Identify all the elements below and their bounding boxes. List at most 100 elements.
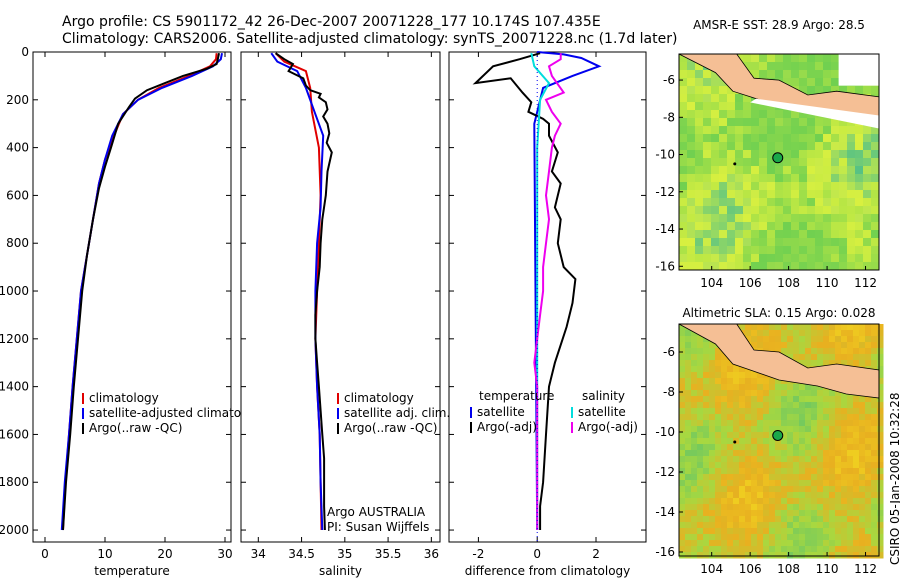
small-island	[733, 162, 737, 166]
map-cell	[745, 486, 752, 493]
map-cell	[763, 510, 770, 517]
x-tick-label: 108	[777, 562, 800, 576]
map-cell	[859, 552, 866, 559]
map-cell	[847, 198, 856, 207]
map-cell	[743, 238, 752, 247]
map-cell	[829, 444, 836, 451]
map-cell	[839, 150, 848, 159]
map-cell	[745, 384, 752, 391]
map-cell	[811, 498, 818, 505]
map-cell	[757, 504, 764, 511]
map-cell	[763, 438, 770, 445]
map-cell	[865, 420, 872, 427]
map-cell	[775, 510, 782, 517]
map-cell	[751, 498, 758, 505]
map-cell	[767, 206, 776, 215]
map-cell	[767, 70, 776, 79]
map-cell	[787, 432, 794, 439]
map-cell	[703, 456, 710, 463]
map-cell	[877, 366, 884, 373]
map-cell	[847, 438, 854, 445]
map-cell	[691, 348, 698, 355]
map-cell	[871, 348, 878, 355]
map-cell	[775, 246, 784, 255]
map-cell	[847, 360, 854, 367]
map-cell	[691, 432, 698, 439]
map-cell	[727, 166, 736, 175]
map-cell	[847, 432, 854, 439]
map-cell	[757, 336, 764, 343]
map-cell	[787, 534, 794, 541]
map-cell	[787, 456, 794, 463]
map-cell	[691, 486, 698, 493]
map-cell	[703, 354, 710, 361]
map-cell	[711, 174, 720, 183]
map-cell	[817, 360, 824, 367]
y-tick-label: -6	[663, 73, 675, 87]
map-cell	[787, 480, 794, 487]
map-cell	[781, 456, 788, 463]
map-cell	[841, 336, 848, 343]
map-cell	[775, 110, 784, 119]
map-cell	[759, 126, 768, 135]
map-cell	[829, 516, 836, 523]
map-cell	[805, 510, 812, 517]
map-cell	[719, 118, 728, 127]
map-cell	[871, 504, 878, 511]
map-cell	[745, 498, 752, 505]
map-cell	[811, 480, 818, 487]
map-cell	[719, 254, 728, 263]
map-cell	[811, 342, 818, 349]
map-cell	[823, 390, 830, 397]
map-cell	[835, 480, 842, 487]
map-cell	[831, 222, 840, 231]
map-cell	[775, 198, 784, 207]
map-cell	[839, 182, 848, 191]
map-cell	[703, 390, 710, 397]
map-cell	[711, 190, 720, 199]
map-cell	[767, 182, 776, 191]
x-tick-label: 20	[157, 547, 172, 561]
map-cell	[859, 408, 866, 415]
map-cell	[769, 462, 776, 469]
map-cell	[863, 134, 872, 143]
map-cell	[775, 324, 782, 331]
map-cell	[811, 420, 818, 427]
map-cell	[823, 324, 830, 331]
map-cell	[703, 540, 710, 547]
map-cell	[859, 336, 866, 343]
map-cell	[793, 546, 800, 553]
map-cell	[715, 444, 722, 451]
map-cell	[709, 510, 716, 517]
map-cell	[831, 134, 840, 143]
map-cell	[793, 324, 800, 331]
map-cell	[847, 238, 856, 247]
map-cell	[679, 540, 686, 547]
map-cell	[855, 238, 864, 247]
map-cell	[871, 528, 878, 535]
map-cell	[757, 552, 764, 559]
map-cell	[733, 456, 740, 463]
map-cell	[695, 254, 704, 263]
series-line-satellite-adjusted-climatology	[60, 53, 223, 531]
map-cell	[733, 522, 740, 529]
map-cell	[871, 158, 880, 167]
map-cell	[799, 414, 806, 421]
map-cell	[811, 348, 818, 355]
map-cell	[799, 62, 808, 71]
map-cell	[807, 158, 816, 167]
map-cell	[859, 324, 866, 331]
map-cell	[679, 408, 686, 415]
map-cell	[679, 230, 688, 239]
map-cell	[817, 480, 824, 487]
y-tick-label: 1400	[0, 380, 29, 394]
map-cell	[727, 238, 736, 247]
header-line-1: Argo profile: CS 5901172_42 26-Dec-2007 …	[62, 14, 601, 30]
map-cell	[691, 462, 698, 469]
map-cell	[751, 336, 758, 343]
map-cell	[711, 150, 720, 159]
map-cell	[811, 324, 818, 331]
map-cell	[807, 230, 816, 239]
map-cell	[751, 70, 760, 79]
map-cell	[727, 206, 736, 215]
